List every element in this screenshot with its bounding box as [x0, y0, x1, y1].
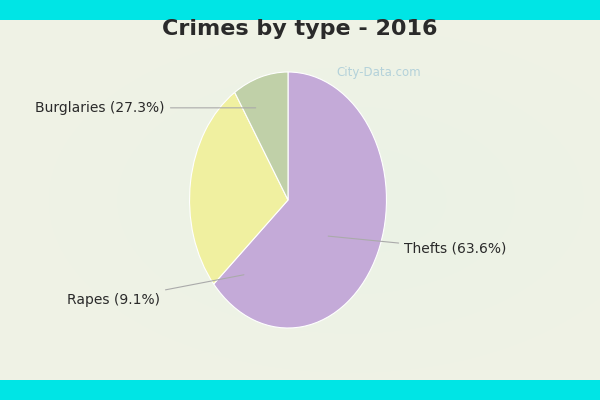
Wedge shape	[235, 72, 288, 200]
Text: Rapes (9.1%): Rapes (9.1%)	[67, 275, 244, 307]
Text: City-Data.com: City-Data.com	[336, 66, 421, 78]
Wedge shape	[214, 72, 386, 328]
Text: Burglaries (27.3%): Burglaries (27.3%)	[35, 101, 256, 115]
Wedge shape	[190, 92, 288, 284]
Text: Thefts (63.6%): Thefts (63.6%)	[328, 236, 506, 256]
Text: Crimes by type - 2016: Crimes by type - 2016	[162, 19, 438, 39]
